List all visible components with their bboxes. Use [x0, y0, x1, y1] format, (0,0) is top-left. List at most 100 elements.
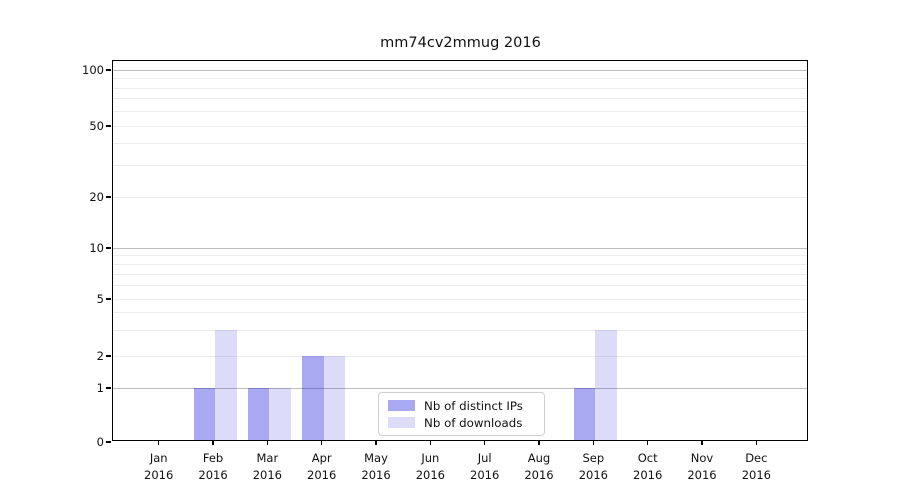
y-tick-label-10: 10: [89, 241, 104, 255]
y-tick-mark: [106, 69, 111, 71]
x-tick-year: 2016: [633, 467, 663, 482]
minor-gridline: [113, 142, 807, 144]
x-tick-year: 2016: [578, 467, 608, 482]
x-tick-month: May: [364, 451, 388, 465]
x-tick-mark: [755, 441, 757, 445]
minor-gridline: [113, 125, 807, 127]
x-tick-year: 2016: [415, 467, 445, 482]
x-tick-label-apr: Apr 2016: [294, 450, 350, 483]
y-tick-mark: [106, 125, 111, 127]
x-tick-year: 2016: [687, 467, 717, 482]
x-tick-label-jun: Jun 2016: [402, 450, 458, 483]
legend-row-downloads: Nb of downloads: [388, 416, 535, 430]
legend-swatch-downloads: [388, 417, 415, 428]
legend-label-downloads: Nb of downloads: [424, 415, 523, 430]
x-tick-mark: [647, 441, 649, 445]
minor-gridline: [113, 298, 807, 300]
y-tick-mark: [106, 441, 111, 443]
x-tick-mark: [484, 441, 486, 445]
y-tick-mark: [106, 387, 111, 389]
plot-area: [112, 60, 808, 441]
x-tick-mark: [538, 441, 540, 445]
minor-gridline: [113, 87, 807, 89]
legend-swatch-distinct-ips: [388, 400, 415, 411]
bar-distinct-ips-apr: [302, 355, 324, 440]
x-tick-month: Aug: [527, 451, 551, 465]
legend: Nb of distinct IPs Nb of downloads: [378, 392, 545, 436]
x-tick-label-jan: Jan 2016: [131, 450, 187, 483]
x-tick-year: 2016: [524, 467, 554, 482]
minor-gridline: [113, 330, 807, 332]
x-tick-year: 2016: [252, 467, 282, 482]
chart-title: mm74cv2mmug 2016: [380, 35, 541, 51]
y-tick-label-0: 0: [96, 435, 104, 449]
bar-downloads-mar: [269, 387, 291, 440]
major-gridline: [113, 69, 807, 71]
bar-distinct-ips-mar: [247, 387, 270, 440]
x-tick-mark: [266, 441, 268, 445]
y-tick-mark: [106, 196, 111, 198]
x-tick-month: Dec: [745, 451, 768, 465]
minor-gridline: [113, 110, 807, 112]
x-tick-month: Mar: [256, 451, 279, 465]
x-tick-mark: [429, 441, 431, 445]
x-tick-mark: [592, 441, 594, 445]
bar-distinct-ips-sep: [573, 387, 596, 440]
x-tick-year: 2016: [470, 467, 500, 482]
x-tick-month: Jul: [477, 451, 492, 465]
x-tick-label-dec: Dec 2016: [728, 450, 784, 483]
minor-gridline: [113, 255, 807, 257]
minor-gridline: [113, 285, 807, 287]
x-tick-label-mar: Mar 2016: [239, 450, 295, 483]
y-tick-mark: [106, 298, 111, 300]
x-tick-month: Jan: [149, 451, 168, 465]
x-tick-mark: [158, 441, 160, 445]
x-tick-month: Nov: [690, 451, 714, 465]
y-tick-label-1: 1: [96, 381, 104, 395]
bar-downloads-sep: [595, 330, 617, 440]
x-tick-month: Oct: [637, 451, 658, 465]
y-tick-mark: [106, 247, 111, 249]
x-tick-month: Sep: [582, 451, 605, 465]
x-tick-year: 2016: [144, 467, 174, 482]
bar-downloads-feb: [215, 330, 237, 440]
x-tick-month: Jun: [421, 451, 440, 465]
minor-gridline: [113, 165, 807, 167]
x-tick-label-sep: Sep 2016: [565, 450, 621, 483]
y-tick-mark: [106, 355, 111, 357]
y-tick-label-50: 50: [89, 119, 104, 133]
x-tick-label-aug: Aug 2016: [511, 450, 567, 483]
major-gridline: [113, 247, 807, 249]
x-tick-label-feb: Feb 2016: [185, 450, 241, 483]
y-tick-label-100: 100: [82, 63, 104, 77]
x-tick-label-may: May 2016: [348, 450, 404, 483]
x-tick-label-nov: Nov 2016: [674, 450, 730, 483]
minor-gridline: [113, 273, 807, 275]
x-tick-year: 2016: [198, 467, 228, 482]
x-tick-mark: [212, 441, 214, 445]
minor-gridline: [113, 355, 807, 357]
minor-gridline: [113, 196, 807, 198]
legend-row-distinct-ips: Nb of distinct IPs: [388, 399, 535, 413]
minor-gridline: [113, 263, 807, 265]
x-tick-label-oct: Oct 2016: [620, 450, 676, 483]
minor-gridline: [113, 312, 807, 314]
x-tick-year: 2016: [741, 467, 771, 482]
y-tick-label-2: 2: [96, 349, 104, 363]
x-tick-month: Feb: [202, 451, 224, 465]
x-tick-mark: [321, 441, 323, 445]
x-tick-mark: [701, 441, 703, 445]
bar-downloads-apr: [323, 355, 346, 440]
minor-gridline: [113, 78, 807, 79]
legend-label-distinct-ips: Nb of distinct IPs: [424, 398, 523, 413]
y-tick-label-5: 5: [96, 292, 104, 306]
x-tick-year: 2016: [361, 467, 391, 482]
x-tick-mark: [375, 441, 377, 445]
x-tick-label-jul: Jul 2016: [457, 450, 513, 483]
x-tick-month: Apr: [311, 451, 332, 465]
bar-distinct-ips-feb: [193, 387, 216, 440]
major-gridline: [113, 387, 807, 389]
y-tick-label-20: 20: [89, 190, 104, 204]
minor-gridline: [113, 98, 807, 100]
